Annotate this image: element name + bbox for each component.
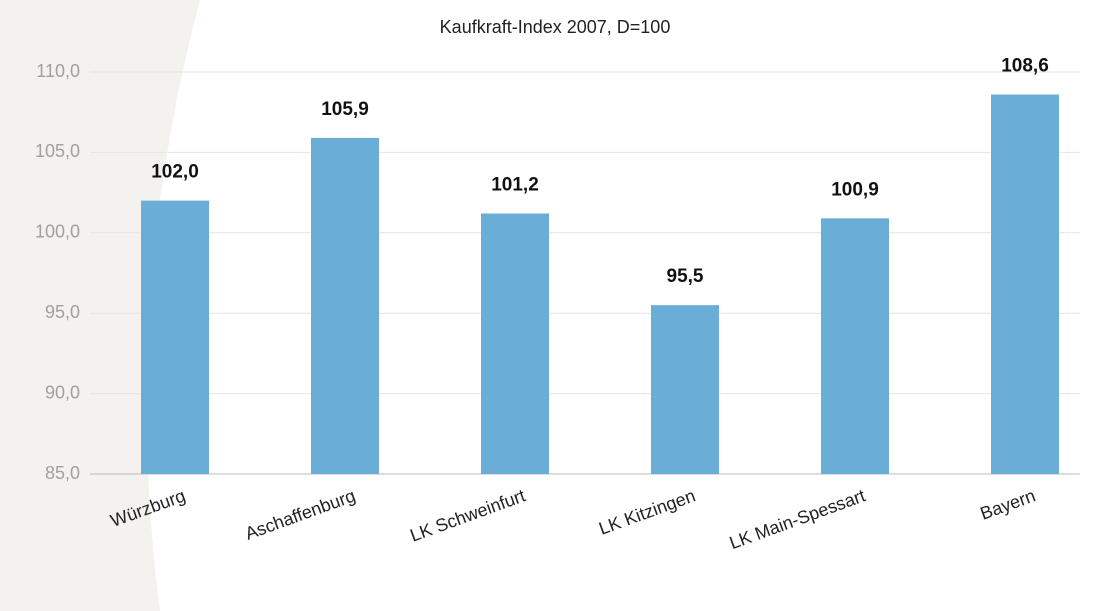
y-tick-label: 110,0 [36,61,80,81]
value-label: 108,6 [1001,56,1049,77]
value-label: 102,0 [151,162,199,183]
x-tick-label: LK Kitzingen [596,485,698,538]
y-tick-label: 105,0 [35,141,80,161]
x-tick-label: Bayern [978,485,1038,523]
chart-title: Kaufkraft-Index 2007, D=100 [440,17,671,37]
y-tick-label: 90,0 [45,382,80,402]
value-label: 100,9 [831,179,879,200]
x-tick-label: Aschaffenburg [242,485,358,543]
value-label: 95,5 [667,266,704,287]
y-tick-label: 95,0 [45,302,80,322]
y-tick-label: 100,0 [35,222,80,242]
value-label: 101,2 [491,175,539,196]
y-tick-label: 85,0 [45,463,80,483]
x-tick-label: LK Schweinfurt [407,485,528,545]
bar [991,94,1059,475]
bar [141,200,209,474]
bar [651,305,719,474]
bar [821,218,889,474]
bar [311,137,379,475]
value-label: 105,9 [321,99,369,120]
x-tick-label: LK Main-Spessart [727,485,868,553]
bar [481,213,549,474]
